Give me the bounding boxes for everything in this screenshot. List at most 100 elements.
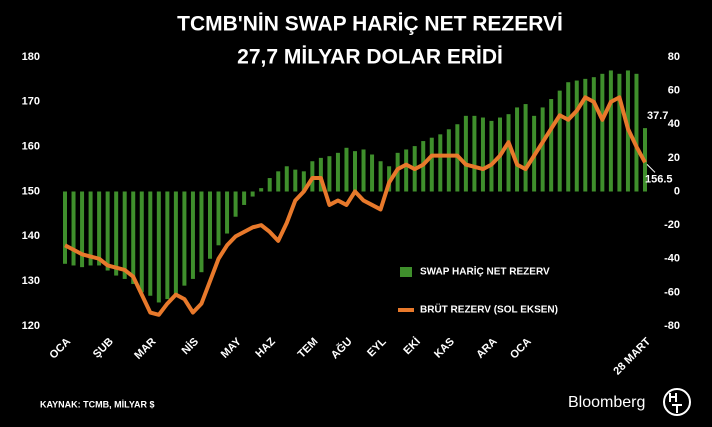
bar — [139, 191, 144, 293]
bar — [378, 161, 383, 192]
bar — [293, 169, 298, 192]
end-connector — [646, 164, 656, 173]
bar — [122, 191, 127, 279]
bar — [370, 154, 375, 192]
bar — [591, 77, 596, 192]
bar — [523, 104, 528, 192]
x-tick-label: KAS — [432, 336, 457, 361]
y2-tick-label: -80 — [664, 320, 680, 332]
logo — [663, 388, 691, 416]
x-tick-label: 28 MART — [611, 335, 653, 377]
bar — [463, 115, 468, 192]
bar — [71, 191, 76, 266]
bar — [276, 171, 281, 192]
y-tick-label: 150 — [22, 185, 40, 197]
bar — [600, 73, 605, 192]
bar — [566, 82, 571, 192]
bar — [301, 171, 306, 192]
bar — [318, 157, 323, 192]
x-tick-label: AĞU — [328, 335, 355, 362]
legend-label: BRÜT REZERV (SOL EKSEN) — [420, 303, 558, 316]
bar — [515, 107, 520, 192]
chart-subtitle: 27,7 MİLYAR DOLAR ERİDİ — [237, 46, 503, 69]
bar — [344, 147, 349, 192]
bar — [557, 90, 562, 192]
bar — [216, 191, 221, 246]
bar — [88, 191, 93, 266]
bar — [634, 73, 639, 192]
bar — [429, 137, 434, 192]
bar — [173, 191, 178, 296]
x-tick-label: ARA — [474, 336, 499, 361]
bar — [114, 191, 119, 276]
bar — [182, 191, 187, 286]
x-tick-label: EYL — [365, 336, 389, 360]
bar — [156, 191, 161, 303]
y2-tick-label: 0 — [674, 185, 680, 197]
bar — [225, 191, 230, 234]
x-tick-label: NİS — [179, 335, 201, 357]
bar — [208, 191, 212, 259]
bar — [97, 191, 102, 266]
bar — [608, 70, 613, 192]
bar — [242, 191, 247, 205]
bar — [583, 78, 588, 192]
y2-tick-label: -60 — [664, 286, 680, 298]
bar — [540, 107, 545, 192]
bar — [327, 156, 332, 192]
bar — [617, 73, 622, 192]
legend-swatch — [400, 267, 412, 277]
y-tick-label: 130 — [22, 275, 40, 287]
bar — [131, 191, 136, 284]
chart-title: TCMB'NİN SWAP HARİÇ NET REZERVİ — [177, 13, 563, 36]
legend-label: SWAP HARİÇ NET REZERV — [420, 265, 550, 278]
bar — [480, 117, 485, 192]
bar — [404, 149, 409, 192]
line — [64, 95, 647, 317]
bar — [250, 191, 255, 197]
x-tick-label: TEM — [296, 336, 321, 361]
y2-tick-label: -20 — [664, 219, 680, 231]
bar — [105, 191, 110, 271]
y2-tick-label: 60 — [668, 85, 680, 97]
x-tick-label: EKİ — [401, 335, 423, 357]
bar — [549, 99, 554, 192]
x-tick-label: MAY — [219, 335, 245, 361]
bar — [335, 152, 340, 192]
source: KAYNAK: TCMB, MİLYAR $ — [40, 399, 155, 409]
brand: Bloomberg — [568, 394, 645, 411]
bar — [259, 188, 264, 192]
y-tick-label: 140 — [22, 230, 40, 242]
y2-tick-label: 40 — [668, 118, 680, 130]
y2-tick-label: 20 — [668, 152, 680, 164]
end-label: 37.7 — [647, 110, 668, 122]
bar — [489, 120, 494, 192]
y-tick-label: 120 — [22, 320, 40, 332]
y-tick-label: 180 — [22, 51, 40, 63]
x-tick-label: MAR — [132, 336, 158, 362]
bar — [353, 151, 357, 192]
bar — [199, 191, 204, 273]
bar — [446, 129, 451, 192]
bar — [233, 191, 238, 217]
x-tick-label: OCA — [508, 336, 534, 362]
bar — [267, 178, 272, 192]
y-tick-label: 160 — [22, 141, 40, 153]
bar — [165, 191, 170, 300]
bar — [63, 191, 67, 264]
x-tick-label: OCA — [47, 336, 73, 362]
bar — [506, 114, 511, 192]
bar — [148, 191, 153, 296]
y2-tick-label: -40 — [664, 253, 680, 265]
x-tick-label: ŞUB — [91, 336, 116, 361]
end-label: 156.5 — [645, 173, 673, 185]
y2-tick-label: 80 — [668, 51, 680, 63]
bar — [472, 115, 477, 192]
bar — [574, 80, 579, 192]
bar — [284, 166, 289, 192]
bar — [80, 191, 85, 268]
bar — [438, 134, 443, 192]
bar — [361, 149, 366, 192]
bar — [190, 191, 195, 279]
